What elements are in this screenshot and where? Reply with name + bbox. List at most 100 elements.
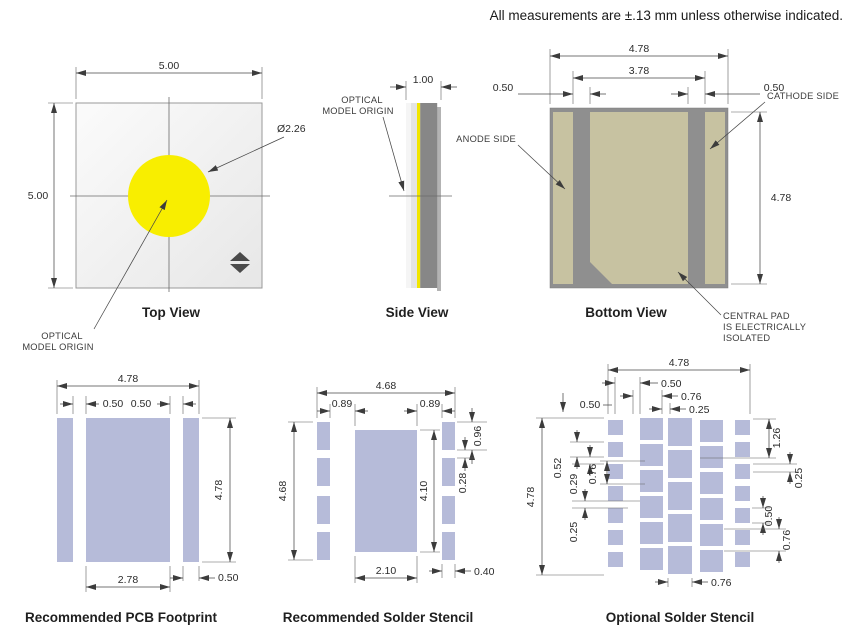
dim-label: 0.50	[764, 82, 785, 94]
dim-col-width: 0.76	[620, 390, 702, 414]
dim-left-height: 5.00	[28, 102, 73, 289]
aperture	[442, 532, 455, 560]
dim-label: 4.68	[277, 481, 289, 502]
dim-height: 4.68	[277, 421, 313, 561]
dim-right-gap: 0.25	[753, 452, 805, 488]
dim-overall-width: 4.78	[549, 43, 729, 104]
dim-label: 0.50	[103, 398, 124, 410]
dim-right-width: 0.76	[724, 517, 793, 563]
dim-label: 4.78	[669, 357, 690, 369]
dim-slot-left: 0.50	[493, 82, 606, 104]
optional-stencil-view: 4.78 0.50 0.76 0.25 0.50 4.78	[525, 357, 805, 625]
dim-label: 0.50	[763, 506, 775, 527]
dim-label: 4.78	[118, 373, 139, 385]
callout-label: MODEL ORIGIN	[22, 342, 93, 352]
dim-center-width: 2.10	[354, 556, 418, 583]
dim-label: 4.10	[418, 481, 430, 502]
cathode-side-callout: CATHODE SIDE	[709, 91, 839, 150]
dim-col-gap: 0.25	[649, 403, 710, 416]
dim-pad-gaps: 0.50 0.50	[60, 396, 196, 414]
callout-label: IS ELECTRICALLY	[723, 322, 806, 332]
dim-label: 0.76	[681, 391, 702, 403]
dim-label: 0.76	[781, 530, 793, 551]
dim-overall-width: 4.78	[607, 357, 751, 414]
dim-aperture-width: 0.40	[429, 564, 495, 578]
dim-label: 0.40	[474, 566, 495, 578]
bottom-view: 4.78 3.78 0.50 0.50 4.78 CATHODE SIDE	[456, 43, 839, 343]
dim-label: 0.25	[568, 522, 580, 543]
dim-label: 0.76	[587, 464, 599, 485]
callout-label: ANODE SIDE	[456, 134, 516, 144]
dim-label: 0.25	[793, 468, 805, 489]
dim-label: 0.52	[552, 458, 564, 479]
aperture	[442, 422, 455, 450]
central-pad	[590, 112, 688, 284]
dim-label: 4.78	[213, 480, 225, 501]
pad-center	[86, 418, 170, 562]
center-aperture	[355, 430, 417, 552]
lens-layer	[406, 103, 411, 288]
dim-label: 0.96	[472, 426, 484, 447]
dim-emitter-diameter: Ø2.26	[207, 123, 306, 173]
aperture	[317, 458, 330, 486]
dim-label: 0.50	[218, 572, 239, 584]
dim-top-margin: 0.50	[560, 393, 612, 412]
dim-label: 4.78	[629, 43, 650, 55]
led-emitter-circle	[128, 155, 210, 237]
solder-stencil-view: 4.68 0.89 0.89 4.68 4.10 0.96	[277, 380, 495, 625]
substrate-body	[420, 103, 438, 288]
dim-left-gap: 0.25	[568, 489, 640, 542]
callout-label: CENTRAL PAD	[723, 311, 790, 321]
lens-layer-inner	[411, 103, 417, 288]
top-view: 5.00 5.00 Ø2.26 OPTICAL MODEL ORIGIN Top…	[22, 60, 305, 352]
pad-right	[183, 418, 199, 562]
dim-aperture-height: 0.52	[552, 430, 604, 478]
dim-gap-left: 0.89	[317, 398, 368, 426]
dim-aperture-gap: 0.28	[457, 437, 474, 493]
dim-height: 4.78	[731, 111, 791, 285]
dim-label: 1.00	[413, 74, 434, 86]
callout-label: OPTICAL	[341, 95, 383, 105]
dim-thickness: 1.00	[390, 74, 457, 100]
dim-label: 0.50	[131, 398, 152, 410]
dim-label: 0.28	[457, 473, 469, 494]
dim-height: 4.78	[525, 417, 604, 576]
dim-label: Ø2.26	[277, 123, 306, 135]
dim-label: 1.26	[771, 428, 783, 449]
dim-gap-right: 0.89	[404, 398, 455, 426]
dim-pad-span: 3.78	[572, 65, 706, 104]
aperture	[317, 496, 330, 524]
view-title: Top View	[142, 305, 201, 320]
view-title: Side View	[386, 305, 449, 320]
dim-top-width: 5.00	[75, 60, 263, 99]
dim-label: 0.89	[420, 398, 441, 410]
dim-label: 2.78	[118, 574, 139, 586]
dim-label: 4.68	[376, 380, 397, 392]
optical-model-origin-callout: OPTICAL MODEL ORIGIN	[322, 95, 405, 192]
callout-label: OPTICAL	[41, 331, 83, 341]
dim-center-width: 0.76	[655, 577, 732, 589]
dim-label: 4.78	[525, 487, 537, 508]
side-view: 1.00 OPTICAL MODEL ORIGIN Side View	[322, 74, 457, 320]
view-title: Recommended Solder Stencil	[283, 610, 474, 625]
pad-left	[57, 418, 73, 562]
view-title: Recommended PCB Footprint	[25, 610, 218, 625]
aperture	[317, 422, 330, 450]
dim-overall-width: 4.78	[56, 373, 200, 414]
callout-label: CATHODE SIDE	[767, 91, 839, 101]
dim-label: 0.25	[689, 404, 710, 416]
dim-label: 5.00	[28, 190, 49, 202]
central-pad-callout: CENTRAL PAD IS ELECTRICALLY ISOLATED	[677, 271, 806, 343]
dim-label: 0.29	[568, 474, 580, 495]
view-title: Optional Solder Stencil	[606, 610, 755, 625]
view-title: Bottom View	[585, 305, 667, 320]
anode-pad	[553, 112, 573, 284]
dim-overall-width: 4.68	[316, 380, 456, 418]
dim-label: 0.89	[332, 398, 353, 410]
dim-label: 3.78	[629, 65, 650, 77]
callout-label: MODEL ORIGIN	[322, 106, 393, 116]
dim-side-pad-width: 0.50	[170, 566, 239, 584]
aperture	[442, 496, 455, 524]
dim-label: 5.00	[159, 60, 180, 72]
dim-label: 0.50	[661, 378, 682, 390]
